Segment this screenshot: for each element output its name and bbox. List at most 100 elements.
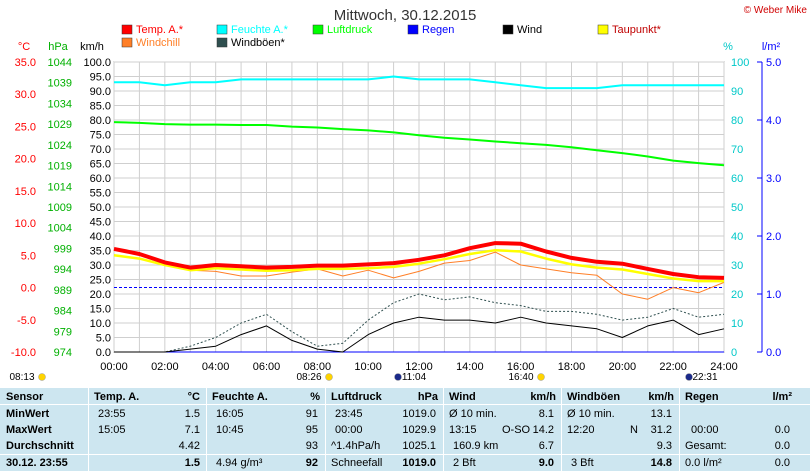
table-header-row: Sensor Temp. A. °C Feuchte A. % Luftdruc… [0, 389, 810, 405]
legend-swatch [502, 24, 514, 35]
cell-value: 13.1 [650, 408, 672, 420]
header-pressure: Luftdruck [331, 391, 382, 403]
pressure-tick-label: 999 [54, 243, 72, 255]
rain-tick-label: 4.0 [766, 115, 781, 127]
cell-value: 1019.0 [402, 457, 436, 469]
time-tick-label: 02:00 [151, 361, 179, 373]
humidity-tick-label: 100 [731, 57, 749, 69]
sun-event-label: 08:26 [296, 372, 321, 383]
legend-label: Feuchte A.* [231, 24, 289, 36]
cell-value: 1019.0 [402, 408, 436, 420]
cell-value: 1.5 [184, 408, 200, 420]
time-tick-label: 04:00 [202, 361, 230, 373]
humidity-tick-label: 30 [731, 260, 743, 272]
wind-tick-label: 35.0 [90, 246, 111, 258]
cell-beaufort: 2 Bft [453, 457, 476, 469]
wind-tick-label: 25.0 [90, 275, 111, 287]
cell-direction: O-SO [502, 424, 531, 436]
sun-event-label: 16:40 [508, 372, 533, 383]
wind-tick-label: 90.0 [90, 86, 111, 98]
wind-tick-label: 30.0 [90, 260, 111, 272]
legend-swatch [216, 37, 228, 48]
time-tick-label: 12:00 [405, 361, 433, 373]
sun-icon [325, 373, 333, 381]
cell-value: 0.0 [774, 440, 790, 452]
humidity-unit-label: % [723, 41, 733, 53]
pressure-tick-label: 974 [54, 347, 72, 359]
time-tick-label: 20:00 [609, 361, 637, 373]
header-humidity: Feuchte A. [212, 391, 268, 403]
pressure-tick-label: 1039 [48, 78, 72, 90]
cell-value: 6.7 [538, 440, 554, 452]
cell-value: 14.2 [532, 424, 554, 436]
sun-icon [537, 373, 545, 381]
temp-tick-label: 10.0 [15, 218, 36, 230]
series-line-windb-en [114, 293, 725, 353]
header-temp: Temp. A. [94, 391, 140, 403]
header-humidity-unit: % [310, 391, 320, 403]
temp-tick-label: 20.0 [15, 154, 36, 166]
wind-tick-label: 15.0 [90, 304, 111, 316]
time-tick-label: 10:00 [354, 361, 382, 373]
temp-tick-label: 25.0 [15, 121, 36, 133]
wind-unit-label: km/h [80, 41, 104, 53]
humidity-tick-label: 60 [731, 173, 743, 185]
temp-tick-label: 30.0 [15, 89, 36, 101]
legend-swatch [407, 24, 419, 35]
wind-tick-label: 20.0 [90, 289, 111, 301]
sun-event-label: 11:04 [402, 372, 427, 383]
temp-tick-label: -5.0 [17, 315, 36, 327]
time-tick-label: 18:00 [558, 361, 586, 373]
table-row: MinWert 23:55 1.5 16:05 91 23:45 1019.0 … [0, 406, 810, 422]
rain-tick-label: 3.0 [766, 173, 781, 185]
series-line-taupunkt [113, 248, 724, 283]
cell-time: 12:20 [567, 424, 595, 436]
time-tick-label: 08:00 [304, 361, 332, 373]
cell-abs-humidity: 4.94 g/m³ [216, 457, 263, 469]
cell-value: 93 [305, 440, 318, 452]
header-wind-unit: km/h [530, 391, 556, 403]
wind-tick-label: 0.0 [96, 347, 111, 359]
legend-label: Regen [422, 24, 454, 36]
temp-tick-label: 0.0 [21, 283, 36, 295]
legend-swatch [312, 24, 324, 35]
sun-event-label: 08:13 [9, 372, 34, 383]
wind-tick-label: 80.0 [90, 115, 111, 127]
pressure-tick-label: 1009 [48, 202, 72, 214]
temp-tick-label: 15.0 [15, 186, 36, 198]
legend-label: Wind [517, 24, 542, 36]
chart-title: Mittwoch, 30.12.2015 [334, 7, 477, 24]
pressure-tick-label: 1029 [48, 119, 72, 131]
header-gust: Windböen [567, 391, 621, 403]
rain-tick-label: 2.0 [766, 231, 781, 243]
header-rain-unit: l/m² [772, 391, 792, 403]
pressure-tick-label: 1014 [48, 181, 72, 193]
cell-value: 0.0 [774, 424, 790, 436]
humidity-tick-label: 20 [731, 289, 743, 301]
rain-tick-label: 0.0 [766, 347, 781, 359]
cell-value: 0.0 [774, 457, 790, 469]
table-row: MaxWert 15:05 7.1 10:45 95 00:00 1029.9 … [0, 422, 810, 438]
wind-tick-label: 60.0 [90, 173, 111, 185]
pressure-tick-label: 1004 [48, 223, 72, 235]
temp-tick-label: 5.0 [21, 250, 36, 262]
chart-legend: Temp. A.* Feuchte A.* Luftdruck Regen Wind Ta… [121, 24, 662, 49]
series-line-luftdruck [113, 121, 725, 167]
wind-tick-label: 85.0 [90, 101, 111, 113]
pressure-tick-label: 984 [54, 306, 72, 318]
header-temp-unit: °C [187, 391, 200, 403]
time-tick-label: 00:00 [100, 361, 128, 373]
table-row: Durchschnitt 4.42 93 ^1.4hPa/h 1025.1 16… [0, 438, 810, 454]
table-row-current: 30.12. 23:55 1.5 4.94 g/m³ 92 Schneefall… [0, 455, 810, 471]
pressure-unit-label: hPa [48, 41, 68, 53]
cell-time: 23:45 [335, 408, 363, 420]
wind-tick-label: 10.0 [90, 318, 111, 330]
series-line-temp-a [113, 241, 725, 280]
cell-time: Ø 10 min. [449, 408, 497, 420]
wind-tick-label: 50.0 [90, 202, 111, 214]
time-tick-label: 16:00 [507, 361, 535, 373]
legend-swatch [597, 24, 609, 35]
rain-unit-label: l/m² [762, 41, 781, 53]
cell-forecast: Schneefall [331, 457, 383, 469]
pressure-tick-label: 1024 [48, 140, 72, 152]
